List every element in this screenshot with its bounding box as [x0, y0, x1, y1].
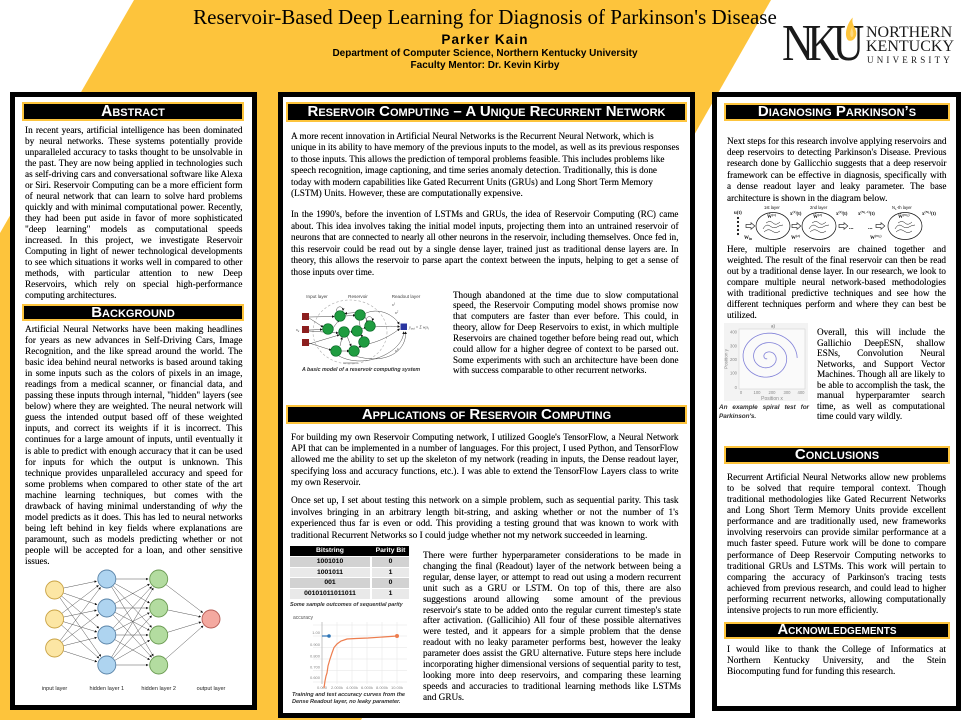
svg-text:300: 300	[730, 344, 738, 349]
svg-text:Ŵ(1): Ŵ(1)	[767, 213, 776, 220]
svg-text:Position x: Position x	[761, 396, 783, 401]
svg-text:x1: x1	[391, 302, 396, 308]
svg-text:400: 400	[798, 390, 806, 395]
svg-text:Ŵ(2): Ŵ(2)	[813, 213, 822, 220]
svg-text:0.900: 0.900	[310, 642, 321, 647]
svg-text:NORTHERN: NORTHERN	[866, 24, 953, 41]
svg-text:Ŵ(NL): Ŵ(NL)	[898, 213, 909, 220]
svg-text:hidden layer 1: hidden layer 1	[90, 686, 125, 692]
svg-text:x(NL-1)(t): x(NL-1)(t)	[858, 210, 875, 217]
svg-text:Win: Win	[744, 236, 752, 241]
svg-text:hidden layer 2: hidden layer 2	[141, 686, 176, 692]
svg-text:x(2)(t): x(2)(t)	[836, 210, 848, 217]
svg-text:0: 0	[740, 390, 743, 395]
svg-text:W(NL): W(NL)	[870, 234, 881, 241]
svg-text:200: 200	[769, 390, 777, 395]
svg-text:yout = Σ wixi: yout = Σ wixi	[408, 325, 429, 331]
svg-text:x2: x2	[394, 310, 399, 316]
svg-text:output layer: output layer	[197, 686, 226, 692]
svg-text:100: 100	[754, 390, 762, 395]
svg-text:a): a)	[771, 324, 775, 329]
svg-text:KENTUCKY: KENTUCKY	[866, 38, 954, 55]
svg-text:6.000k: 6.000k	[361, 685, 373, 690]
svg-text:xN: xN	[394, 348, 400, 354]
svg-text:x(NL)(t): x(NL)(t)	[922, 210, 936, 217]
svg-text:0.600: 0.600	[310, 675, 321, 680]
svg-text:W(2): W(2)	[791, 234, 800, 241]
svg-text:Position y: Position y	[724, 348, 729, 369]
svg-text:100: 100	[730, 371, 738, 376]
svg-text:8.000k: 8.000k	[376, 685, 388, 690]
svg-text:input layer: input layer	[42, 686, 68, 692]
svg-text:...: ...	[849, 225, 854, 231]
svg-text:xu: xu	[295, 327, 300, 333]
svg-text:...: ...	[868, 225, 873, 231]
svg-text:10.00k: 10.00k	[391, 685, 403, 690]
svg-text:200: 200	[730, 357, 738, 362]
svg-text:0.800: 0.800	[310, 654, 321, 659]
svg-text:0: 0	[735, 385, 738, 390]
svg-text:0.000: 0.000	[317, 685, 328, 690]
svg-text:UNIVERSITY: UNIVERSITY	[867, 55, 953, 65]
svg-text:2.000k: 2.000k	[331, 685, 343, 690]
svg-text:1st layer: 1st layer	[764, 205, 780, 210]
svg-text:1.00: 1.00	[312, 630, 321, 635]
svg-text:accuracy: accuracy	[293, 615, 314, 621]
svg-text:NKU: NKU	[782, 16, 864, 66]
svg-text:400: 400	[730, 330, 738, 335]
svg-text:4.000k: 4.000k	[346, 685, 358, 690]
svg-text:u(t): u(t)	[734, 211, 742, 216]
svg-text:x(1)(t): x(1)(t)	[790, 210, 802, 217]
svg-text:2nd layer: 2nd layer	[810, 205, 828, 210]
svg-text:Reservoir: Reservoir	[348, 294, 368, 299]
svg-text:Input layer: Input layer	[306, 294, 328, 299]
svg-text:NL-th layer: NL-th layer	[892, 205, 912, 211]
svg-text:Readout layer: Readout layer	[392, 294, 421, 299]
svg-text:0.700: 0.700	[310, 665, 321, 670]
svg-text:300: 300	[784, 390, 792, 395]
